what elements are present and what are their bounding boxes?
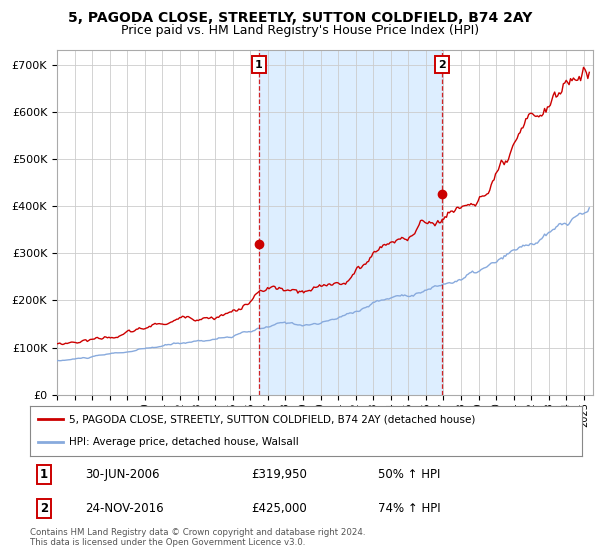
Text: 5, PAGODA CLOSE, STREETLY, SUTTON COLDFIELD, B74 2AY (detached house): 5, PAGODA CLOSE, STREETLY, SUTTON COLDFI… — [68, 414, 475, 424]
Bar — [259, 50, 442, 395]
Text: 50% ↑ HPI: 50% ↑ HPI — [378, 468, 440, 481]
Text: 2: 2 — [40, 502, 48, 515]
Text: 2: 2 — [438, 59, 446, 69]
Text: 30-JUN-2006: 30-JUN-2006 — [85, 468, 160, 481]
Text: 1: 1 — [40, 468, 48, 481]
Text: £319,950: £319,950 — [251, 468, 307, 481]
Text: 24-NOV-2016: 24-NOV-2016 — [85, 502, 164, 515]
Text: 5, PAGODA CLOSE, STREETLY, SUTTON COLDFIELD, B74 2AY: 5, PAGODA CLOSE, STREETLY, SUTTON COLDFI… — [68, 11, 532, 25]
Text: Contains HM Land Registry data © Crown copyright and database right 2024.
This d: Contains HM Land Registry data © Crown c… — [30, 528, 365, 547]
Text: 74% ↑ HPI: 74% ↑ HPI — [378, 502, 440, 515]
Text: Price paid vs. HM Land Registry's House Price Index (HPI): Price paid vs. HM Land Registry's House … — [121, 24, 479, 36]
Text: £425,000: £425,000 — [251, 502, 307, 515]
Text: 1: 1 — [255, 59, 263, 69]
Text: HPI: Average price, detached house, Walsall: HPI: Average price, detached house, Wals… — [68, 437, 298, 447]
